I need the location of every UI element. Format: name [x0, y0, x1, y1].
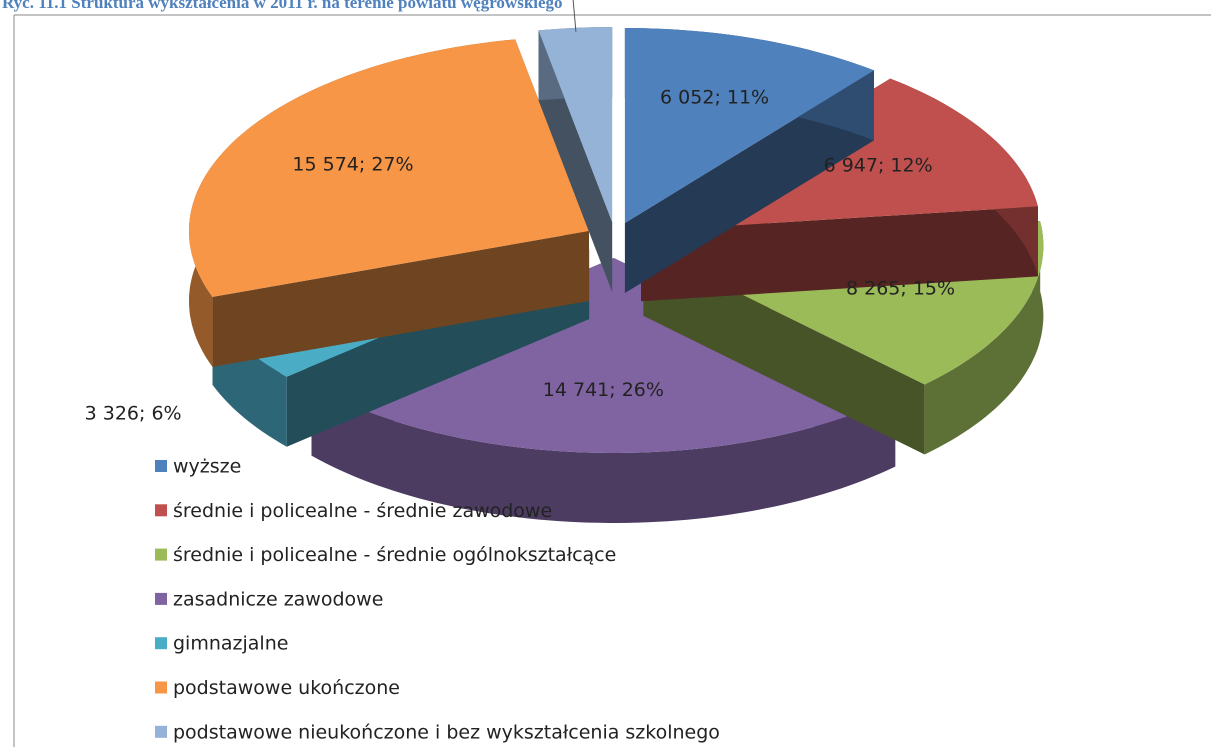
slice [311, 258, 896, 453]
legend-label: zasadnicze zawodowe [173, 588, 383, 610]
legend-swatch [155, 637, 167, 650]
legend-swatch [155, 725, 167, 738]
chart-title: Ryc. 11.1 Struktura wykształcenia w 2011… [2, 0, 563, 12]
slice-wall [924, 221, 1044, 455]
data-label: 15 574; 27% [292, 154, 413, 176]
slice-side [624, 70, 874, 294]
legend-label: średnie i policealne - średnie ogólnoksz… [173, 544, 616, 566]
data-label: 8 265; 15% [846, 278, 955, 300]
slice [189, 39, 589, 297]
data-label: 1 670; 3% [472, 0, 569, 3]
slice-side [641, 206, 1038, 302]
data-label: 6 052; 11% [660, 86, 769, 108]
legend-label: średnie i policealne - średnie zawodowe [173, 500, 552, 522]
slice [538, 27, 613, 223]
legend-swatch [155, 460, 167, 472]
legend-label: podstawowe ukończone [173, 677, 400, 699]
leader-line [572, 0, 577, 32]
pie [189, 27, 1044, 523]
data-label: 14 741; 26% [543, 379, 664, 401]
legend-label: wyższe [173, 456, 241, 478]
legend-swatch [155, 681, 167, 694]
slice [624, 28, 874, 223]
legend-swatch [155, 592, 167, 605]
data-label: 6 947; 12% [824, 155, 933, 177]
legend-label: gimnazjalne [173, 633, 288, 655]
legend-label: podstawowe nieukończone i bez wykształce… [173, 721, 720, 743]
legend-swatch [155, 548, 167, 561]
legend-swatch [155, 504, 167, 517]
data-label: 3 326; 6% [85, 403, 182, 425]
slice-wall [311, 385, 896, 523]
slice-side [212, 231, 589, 367]
slice-side [643, 245, 925, 455]
